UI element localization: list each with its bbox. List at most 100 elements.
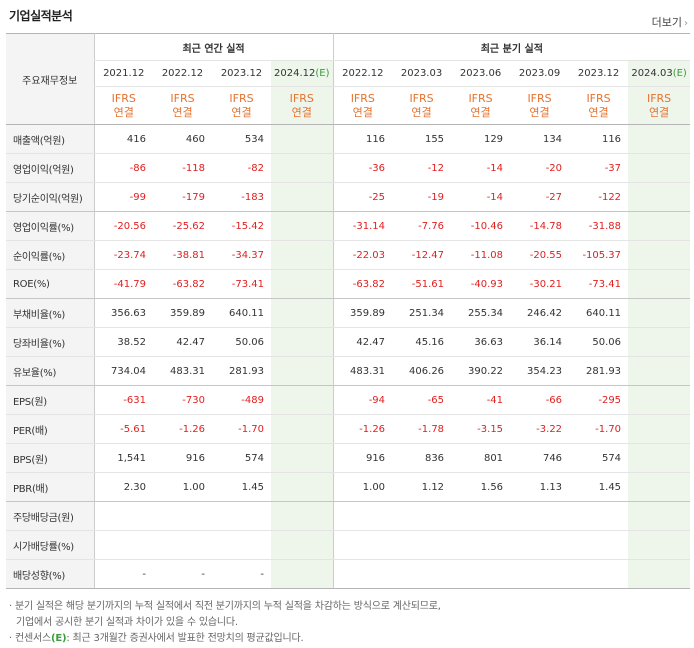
table-cell: 640.11 (569, 298, 629, 328)
table-cell: -73.41 (569, 269, 629, 299)
row-label: PER(배) (6, 414, 94, 444)
table-cell: 50.06 (569, 327, 629, 357)
table-cell (93, 530, 153, 560)
table-cell: 916 (153, 443, 212, 473)
consolidated-label: 연결 (352, 105, 373, 119)
table-cell: -73.41 (212, 269, 271, 299)
table-cell: -14 (451, 153, 511, 183)
more-link[interactable]: 더보기 › (652, 14, 688, 30)
consolidated-label: 연결 (411, 105, 432, 119)
row-label: PBR(배) (6, 472, 94, 502)
table-cell (153, 530, 212, 560)
table-cell (628, 124, 691, 154)
period-header: 2023.06 (451, 60, 511, 87)
row-label: 순이익률(%) (6, 240, 94, 270)
table-cell: 251.34 (392, 298, 452, 328)
consolidated-label: 연결 (588, 105, 609, 119)
period-label: 2023.03 (400, 68, 443, 79)
table-cell: -99 (93, 182, 153, 212)
table-row: ROE(%) -41.79 -63.82 -73.41 -63.82 -51.61 -40.… (6, 269, 691, 299)
table-cell (93, 501, 153, 531)
table-row: PER(배) -5.61 -1.26 -1.70 -1.26 -1.78 -3.15 -3.2… (6, 414, 691, 444)
period-header: 2023.03 (392, 60, 452, 87)
table-cell (451, 559, 511, 589)
table-cell (271, 240, 334, 270)
table-cell: 356.63 (93, 298, 153, 328)
period-label: 2023.12 (577, 68, 620, 79)
table-cell: -27 (510, 182, 570, 212)
row-label: ROE(%) (6, 269, 94, 299)
consolidated-label: 연결 (648, 105, 670, 119)
table-cell: 281.93 (569, 356, 629, 386)
row-label: 당좌비율(%) (6, 327, 94, 357)
table-row: PBR(배) 2.30 1.00 1.45 1.00 1.12 1.56 1.13 1.45 (6, 472, 691, 502)
table-row: 영업이익(억원) -86 -118 -82 -36 -12 -14 -20 -37 (6, 153, 691, 183)
ifrs-label: IFRS (409, 91, 434, 105)
table-cell: 2.30 (93, 472, 153, 502)
row-header-label: 주요재무정보 (6, 33, 94, 125)
table-cell (271, 211, 334, 241)
period-label: 2023.12 (220, 68, 263, 79)
table-cell (628, 327, 691, 357)
row-label: 당기순이익(억원) (6, 182, 94, 212)
ifrs-header: IFRS 연결 (628, 86, 691, 125)
more-label: 더보기 (651, 16, 682, 29)
table-cell: -12.47 (392, 240, 452, 270)
period-header: 2023.12 (212, 60, 271, 87)
table-cell: -3.15 (451, 414, 511, 444)
table-cell: -1.26 (332, 414, 393, 444)
period-header: 2024.12(E) (271, 60, 334, 87)
row-label: 매출액(억원) (6, 124, 94, 154)
table-cell: 390.22 (451, 356, 511, 386)
period-header: 2023.09 (510, 60, 570, 87)
table-cell: -20.55 (510, 240, 570, 270)
table-cell (628, 443, 691, 473)
table-cell: -34.37 (212, 240, 271, 270)
table-row: 부채비율(%) 356.63 359.89 640.11 359.89 251.34 255… (6, 298, 691, 328)
table-cell: 416 (93, 124, 153, 154)
table-row: EPS(원) -631 -730 -489 -94 -65 -41 -66 -295 (6, 385, 691, 415)
table-cell: 734.04 (93, 356, 153, 386)
table-cell (628, 559, 691, 589)
table-cell: 534 (212, 124, 271, 154)
footnote-line: 기업에서 공시한 분기 실적과 차이가 있을 수 있습니다. (16, 617, 238, 628)
table-row: 시가배당률(%) (6, 530, 691, 560)
table-cell: -25.62 (153, 211, 212, 241)
table-cell: 246.42 (510, 298, 570, 328)
table-cell: -31.14 (332, 211, 393, 241)
table-cell: -82 (212, 153, 271, 183)
ifrs-label: IFRS (586, 91, 611, 105)
period-label: 2024.03 (631, 68, 673, 79)
row-label: EPS(원) (6, 385, 94, 415)
table-cell: 1,541 (93, 443, 153, 473)
table-cell: 1.45 (569, 472, 629, 502)
table-cell (628, 269, 691, 299)
table-cell (332, 530, 393, 560)
ifrs-header: IFRS 연결 (153, 86, 212, 125)
table-cell: -11.08 (451, 240, 511, 270)
table-cell: 45.16 (392, 327, 452, 357)
table-cell (628, 211, 691, 241)
table-cell: - (93, 559, 153, 589)
table-cell: -63.82 (153, 269, 212, 299)
table-cell (212, 501, 271, 531)
table-cell: -3.22 (510, 414, 570, 444)
table-cell (271, 559, 334, 589)
table-cell: 1.00 (332, 472, 393, 502)
table-cell: -1.26 (153, 414, 212, 444)
table-cell: -41.79 (93, 269, 153, 299)
table-cell (451, 501, 511, 531)
consolidated-label: 연결 (172, 105, 193, 119)
table-cell: -19 (392, 182, 452, 212)
row-label: 부채비율(%) (6, 298, 94, 328)
table-cell (628, 530, 691, 560)
table-cell (392, 530, 452, 560)
table-cell: -14.78 (510, 211, 570, 241)
table-cell: 574 (569, 443, 629, 473)
ifrs-header: IFRS 연결 (271, 86, 334, 125)
table-cell: 1.13 (510, 472, 570, 502)
table-cell (510, 559, 570, 589)
table-cell: -20 (510, 153, 570, 183)
ifrs-header: IFRS 연결 (93, 86, 153, 125)
table-cell (628, 414, 691, 444)
